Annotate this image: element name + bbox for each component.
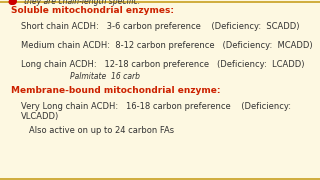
- Text: Soluble mitochondrial enzymes:: Soluble mitochondrial enzymes:: [11, 6, 174, 15]
- Text: Long chain ACDH:   12-18 carbon preference   (Deficiency:  LCADD): Long chain ACDH: 12-18 carbon preference…: [21, 60, 304, 69]
- Text: ●: ●: [8, 0, 17, 6]
- Text: VLCADD): VLCADD): [21, 112, 59, 121]
- Text: they are chain-length specific.: they are chain-length specific.: [24, 0, 140, 6]
- Text: Medium chain ACDH:  8-12 carbon preference   (Deficiency:  MCADD): Medium chain ACDH: 8-12 carbon preferenc…: [21, 41, 312, 50]
- Text: ●: ●: [8, 0, 15, 6]
- Text: Membrane-bound mitochondrial enzyme:: Membrane-bound mitochondrial enzyme:: [11, 86, 221, 95]
- Text: Very Long chain ACDH:   16-18 carbon preference    (Deficiency:: Very Long chain ACDH: 16-18 carbon prefe…: [21, 102, 291, 111]
- Text: Short chain ACDH:   3-6 carbon preference    (Deficiency:  SCADD): Short chain ACDH: 3-6 carbon preference …: [21, 22, 299, 31]
- Text: Palmitate  16 carb: Palmitate 16 carb: [70, 72, 140, 81]
- Text: Also active on up to 24 carbon FAs: Also active on up to 24 carbon FAs: [29, 126, 174, 135]
